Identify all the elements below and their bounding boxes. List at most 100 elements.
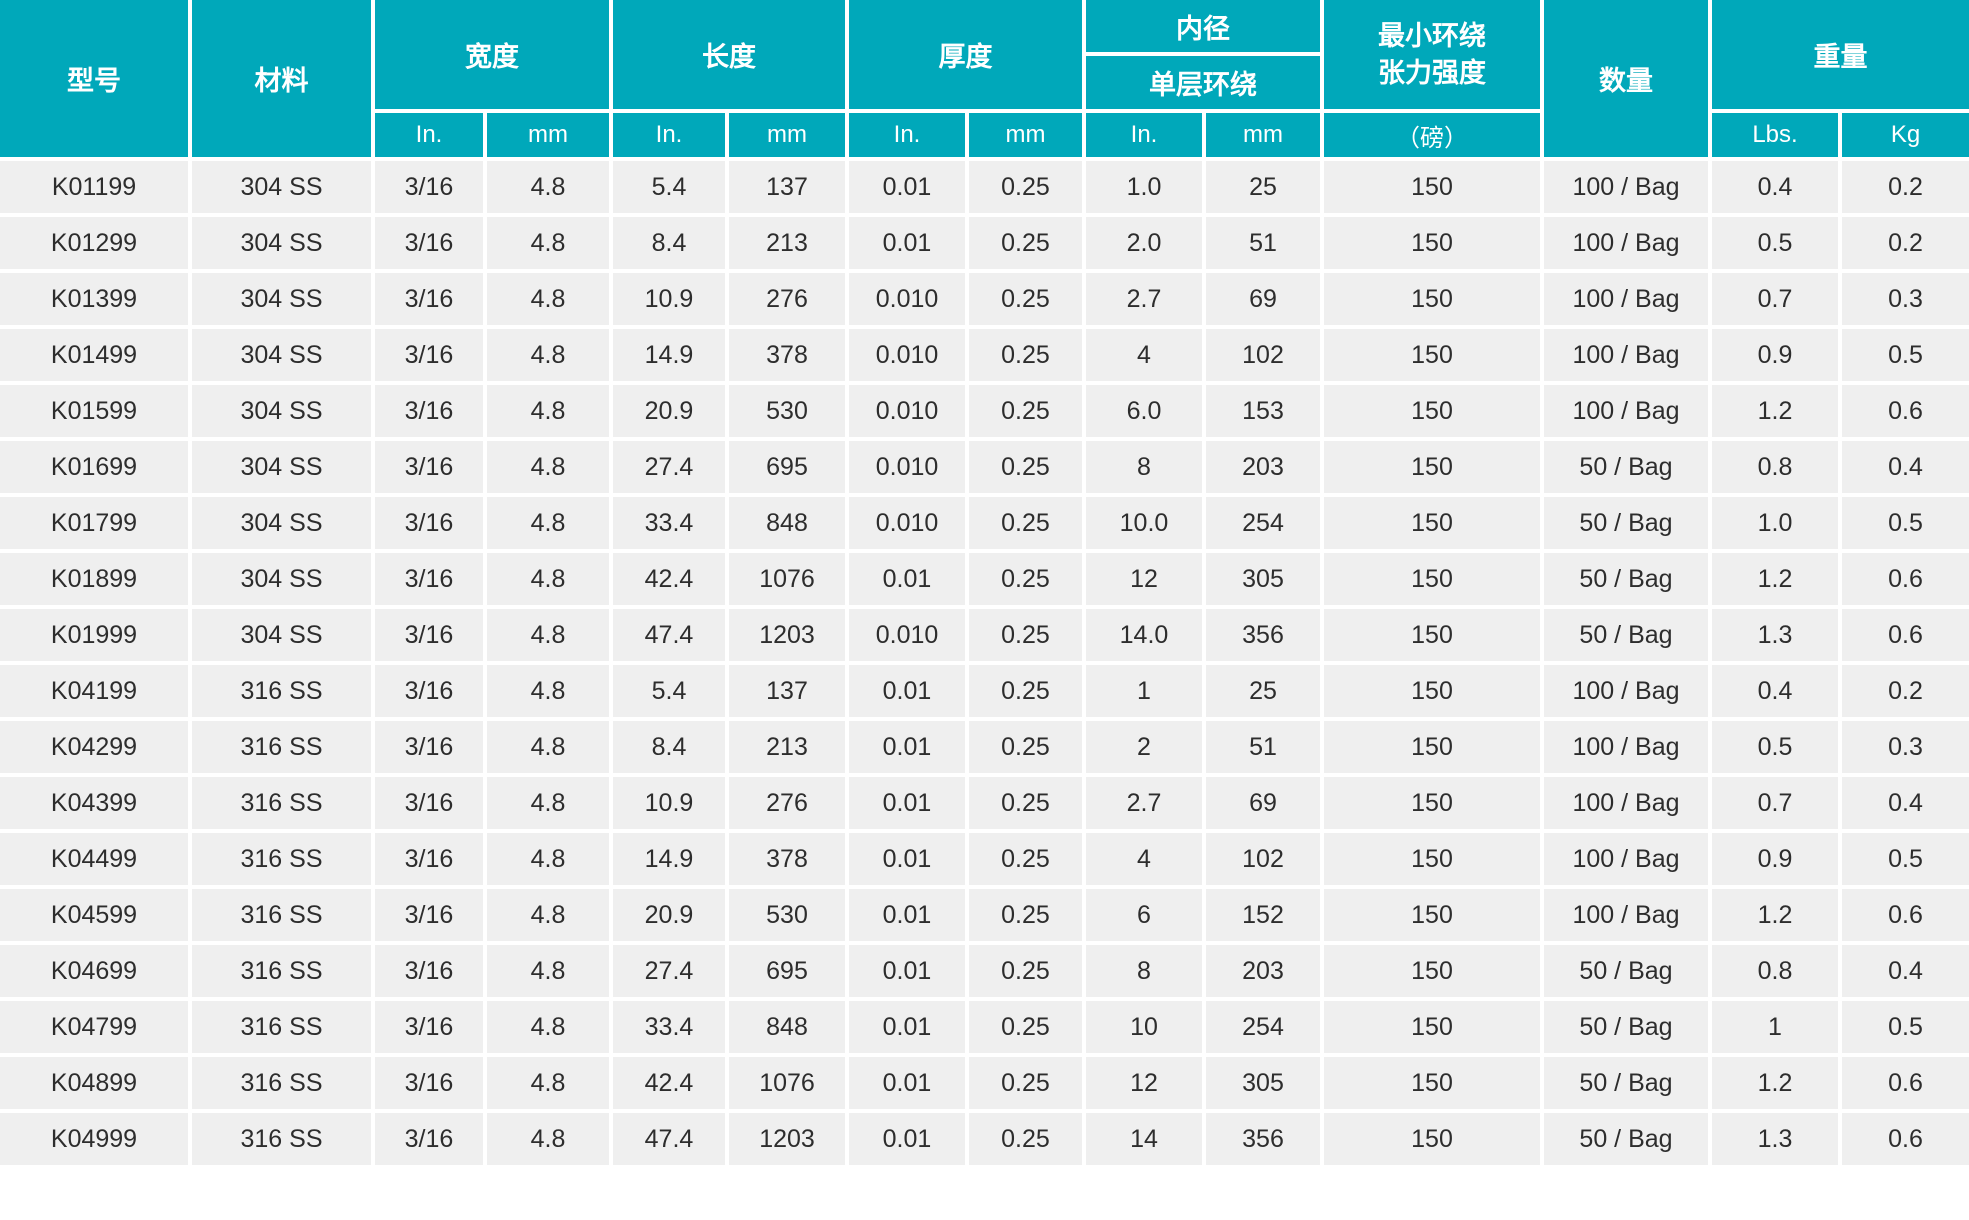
cell-width-mm: 4.8 bbox=[487, 777, 609, 829]
cell-weight-lbs: 1 bbox=[1712, 1001, 1838, 1053]
cell-length-in: 8.4 bbox=[613, 721, 725, 773]
cell-weight-lbs: 1.0 bbox=[1712, 497, 1838, 549]
cell-material: 316 SS bbox=[192, 777, 371, 829]
cell-width-in: 3/16 bbox=[375, 1113, 483, 1165]
cell-material: 316 SS bbox=[192, 945, 371, 997]
cell-width-in: 3/16 bbox=[375, 721, 483, 773]
cell-weight-kg: 0.5 bbox=[1842, 497, 1969, 549]
cell-thickness-in: 0.01 bbox=[849, 889, 965, 941]
cell-weight-lbs: 0.5 bbox=[1712, 217, 1838, 269]
cell-thickness-mm: 0.25 bbox=[969, 609, 1082, 661]
unit-strength-pound: （磅） bbox=[1324, 113, 1540, 157]
cell-strength-lbs: 150 bbox=[1324, 273, 1540, 325]
table-row: K01399 304 SS 3/16 4.8 10.9 276 0.010 0.25 2.7 69… bbox=[0, 273, 1969, 325]
cell-length-in: 8.4 bbox=[613, 217, 725, 269]
cell-length-in: 47.4 bbox=[613, 1113, 725, 1165]
cell-width-mm: 4.8 bbox=[487, 1113, 609, 1165]
cell-material: 304 SS bbox=[192, 385, 371, 437]
cell-weight-kg: 0.2 bbox=[1842, 217, 1969, 269]
cell-quantity: 50 / Bag bbox=[1544, 553, 1708, 605]
cell-inner-diameter-mm: 254 bbox=[1206, 497, 1320, 549]
cell-length-in: 47.4 bbox=[613, 609, 725, 661]
cell-model: K04399 bbox=[0, 777, 188, 829]
cell-width-in: 3/16 bbox=[375, 273, 483, 325]
cell-inner-diameter-in: 12 bbox=[1086, 1057, 1202, 1109]
cell-strength-lbs: 150 bbox=[1324, 553, 1540, 605]
cell-thickness-in: 0.01 bbox=[849, 777, 965, 829]
cell-length-in: 33.4 bbox=[613, 1001, 725, 1053]
cell-weight-kg: 0.6 bbox=[1842, 385, 1969, 437]
cell-width-in: 3/16 bbox=[375, 329, 483, 381]
cell-length-in: 42.4 bbox=[613, 553, 725, 605]
cell-inner-diameter-in: 1 bbox=[1086, 665, 1202, 717]
cell-inner-diameter-in: 8 bbox=[1086, 945, 1202, 997]
cell-thickness-mm: 0.25 bbox=[969, 217, 1082, 269]
cell-thickness-mm: 0.25 bbox=[969, 385, 1082, 437]
cell-width-in: 3/16 bbox=[375, 441, 483, 493]
cell-inner-diameter-in: 2.7 bbox=[1086, 273, 1202, 325]
cell-weight-lbs: 0.8 bbox=[1712, 441, 1838, 493]
cell-length-mm: 1076 bbox=[729, 1057, 845, 1109]
cell-weight-lbs: 1.2 bbox=[1712, 1057, 1838, 1109]
cell-model: K04899 bbox=[0, 1057, 188, 1109]
cell-thickness-in: 0.01 bbox=[849, 945, 965, 997]
header-single-wrap: 单层环绕 bbox=[1086, 56, 1320, 109]
table-row: K04199 316 SS 3/16 4.8 5.4 137 0.01 0.25 1 25 150 1… bbox=[0, 665, 1969, 717]
header-weight: 重量 bbox=[1712, 0, 1969, 109]
cell-weight-kg: 0.6 bbox=[1842, 1113, 1969, 1165]
cell-strength-lbs: 150 bbox=[1324, 385, 1540, 437]
cell-width-mm: 4.8 bbox=[487, 497, 609, 549]
header-inner-diameter: 内径 bbox=[1086, 0, 1320, 52]
cell-model: K01799 bbox=[0, 497, 188, 549]
unit-weight-kg: Kg bbox=[1842, 113, 1969, 157]
unit-length-in: In. bbox=[613, 113, 725, 157]
table-row: K01599 304 SS 3/16 4.8 20.9 530 0.010 0.25 6.0 15… bbox=[0, 385, 1969, 437]
cell-thickness-in: 0.010 bbox=[849, 497, 965, 549]
header-material: 材料 bbox=[192, 0, 371, 157]
table-row: K04699 316 SS 3/16 4.8 27.4 695 0.01 0.25 8 203 15… bbox=[0, 945, 1969, 997]
cell-weight-kg: 0.5 bbox=[1842, 329, 1969, 381]
cell-model: K01699 bbox=[0, 441, 188, 493]
cell-width-in: 3/16 bbox=[375, 833, 483, 885]
header-model: 型号 bbox=[0, 0, 188, 157]
cell-strength-lbs: 150 bbox=[1324, 329, 1540, 381]
cell-strength-lbs: 150 bbox=[1324, 665, 1540, 717]
cell-model: K01999 bbox=[0, 609, 188, 661]
cell-inner-diameter-in: 6.0 bbox=[1086, 385, 1202, 437]
cell-material: 316 SS bbox=[192, 1057, 371, 1109]
cell-model: K04299 bbox=[0, 721, 188, 773]
cell-strength-lbs: 150 bbox=[1324, 889, 1540, 941]
cell-thickness-mm: 0.25 bbox=[969, 273, 1082, 325]
cell-length-mm: 1203 bbox=[729, 609, 845, 661]
cell-weight-lbs: 0.8 bbox=[1712, 945, 1838, 997]
cell-inner-diameter-in: 1.0 bbox=[1086, 161, 1202, 213]
cell-weight-kg: 0.6 bbox=[1842, 553, 1969, 605]
cell-width-mm: 4.8 bbox=[487, 553, 609, 605]
cell-inner-diameter-mm: 25 bbox=[1206, 161, 1320, 213]
cell-width-mm: 4.8 bbox=[487, 217, 609, 269]
cell-model: K01399 bbox=[0, 273, 188, 325]
table-row: K04999 316 SS 3/16 4.8 47.4 1203 0.01 0.25 14 356… bbox=[0, 1113, 1969, 1165]
cell-width-mm: 4.8 bbox=[487, 161, 609, 213]
cell-thickness-mm: 0.25 bbox=[969, 665, 1082, 717]
table-row: K01999 304 SS 3/16 4.8 47.4 1203 0.010 0.25 14.0… bbox=[0, 609, 1969, 661]
cell-model: K04199 bbox=[0, 665, 188, 717]
header-quantity: 数量 bbox=[1544, 0, 1708, 157]
cell-thickness-mm: 0.25 bbox=[969, 945, 1082, 997]
cell-length-in: 10.9 bbox=[613, 273, 725, 325]
cell-thickness-in: 0.01 bbox=[849, 833, 965, 885]
cell-thickness-in: 0.010 bbox=[849, 273, 965, 325]
cell-quantity: 100 / Bag bbox=[1544, 273, 1708, 325]
cell-weight-lbs: 0.4 bbox=[1712, 161, 1838, 213]
cell-weight-lbs: 0.7 bbox=[1712, 273, 1838, 325]
cell-quantity: 100 / Bag bbox=[1544, 329, 1708, 381]
cell-thickness-mm: 0.25 bbox=[969, 497, 1082, 549]
cell-quantity: 50 / Bag bbox=[1544, 1113, 1708, 1165]
cell-width-mm: 4.8 bbox=[487, 721, 609, 773]
unit-width-mm: mm bbox=[487, 113, 609, 157]
cell-width-mm: 4.8 bbox=[487, 273, 609, 325]
cell-material: 304 SS bbox=[192, 329, 371, 381]
cell-weight-kg: 0.2 bbox=[1842, 161, 1969, 213]
cell-thickness-mm: 0.25 bbox=[969, 833, 1082, 885]
cell-width-in: 3/16 bbox=[375, 497, 483, 549]
